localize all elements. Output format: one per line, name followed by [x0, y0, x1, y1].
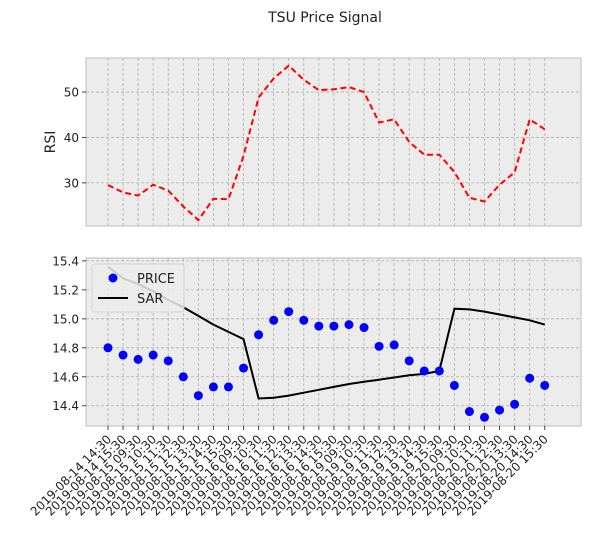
- price-point: [254, 330, 264, 340]
- price-point: [284, 307, 294, 317]
- price-point: [510, 399, 520, 409]
- price-point: [314, 321, 324, 331]
- price-panel: 14.414.614.815.015.215.4 2019-08-14 14:3…: [28, 254, 582, 519]
- price-point: [208, 382, 218, 392]
- y-tick-label: 15.4: [52, 254, 79, 268]
- y-tick-label: 14.4: [52, 399, 79, 413]
- legend-sar-label: SAR: [137, 292, 163, 307]
- legend-price-marker: [108, 273, 118, 283]
- price-point: [118, 350, 128, 360]
- y-tick-label: 14.6: [52, 370, 79, 384]
- price-point: [344, 320, 354, 330]
- price-point: [404, 356, 414, 366]
- price-point: [239, 363, 249, 373]
- price-point: [495, 405, 505, 415]
- y-tick-label: 14.8: [52, 341, 79, 355]
- price-point: [464, 407, 474, 417]
- price-point: [540, 380, 550, 390]
- price-point: [178, 372, 188, 382]
- price-point: [419, 366, 429, 376]
- price-point: [133, 354, 143, 364]
- price-point: [329, 321, 339, 331]
- price-point: [374, 341, 384, 351]
- legend: PRICE SAR: [91, 263, 185, 313]
- legend-price-label: PRICE: [137, 272, 175, 287]
- rsi-panel: 30 40 50 RSI: [43, 57, 582, 227]
- price-point: [299, 315, 309, 325]
- y-tick-label: 15.2: [52, 283, 79, 297]
- price-point: [269, 315, 279, 325]
- price-point: [103, 343, 113, 353]
- chart-title: TSU Price Signal: [267, 10, 382, 26]
- rsi-series-line: [107, 64, 546, 222]
- price-point: [223, 382, 233, 392]
- y-tick-label: 50: [64, 86, 79, 100]
- rsi-axis-label: RSI: [43, 131, 59, 154]
- price-point: [480, 412, 489, 422]
- y-tick-label: 30: [64, 176, 79, 190]
- price-point: [389, 340, 399, 350]
- price-point: [359, 323, 369, 333]
- y-tick-label: 40: [64, 131, 79, 145]
- price-point: [434, 366, 444, 376]
- price-point: [193, 391, 203, 401]
- price-point: [525, 373, 535, 383]
- y-tick-label: 15.0: [52, 312, 79, 326]
- price-point: [163, 356, 173, 366]
- price-point: [449, 380, 459, 390]
- price-point: [148, 350, 158, 360]
